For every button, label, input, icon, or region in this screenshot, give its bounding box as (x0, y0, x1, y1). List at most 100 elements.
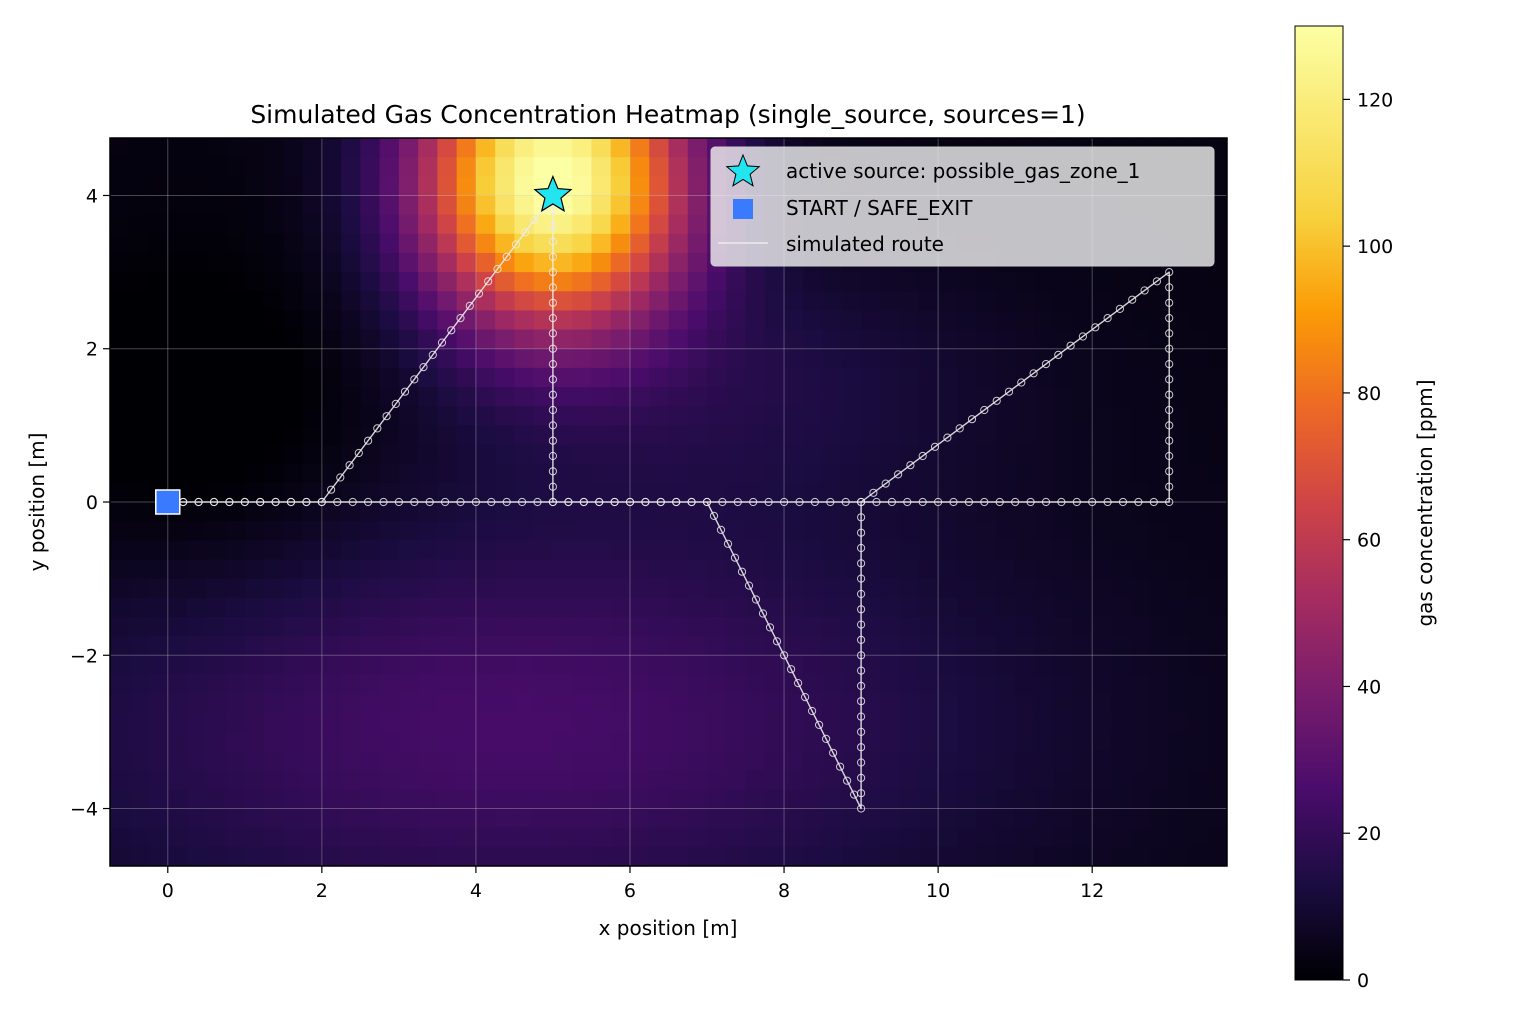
heat-cell (1150, 540, 1170, 560)
heat-cell (360, 138, 380, 158)
heat-cell (900, 694, 920, 714)
heat-cell (206, 406, 226, 426)
heat-cell (380, 272, 400, 292)
heat-cell (534, 674, 554, 694)
heat-cell (1092, 559, 1112, 579)
heat-cell (803, 387, 823, 407)
heat-cell (611, 751, 631, 771)
heat-cell (1034, 674, 1054, 694)
heat-cell (457, 770, 477, 790)
heat-cell (245, 694, 265, 714)
heat-cell (977, 521, 997, 541)
heat-cell (303, 847, 323, 867)
heat-cell (187, 215, 207, 235)
heat-cell (765, 770, 785, 790)
heat-cell (572, 406, 592, 426)
heat-cell (880, 713, 900, 733)
heat-cell (264, 789, 284, 809)
heat-cell (880, 579, 900, 599)
heat-cell (1015, 406, 1035, 426)
heat-cell (1073, 751, 1093, 771)
heat-cell (591, 253, 611, 273)
heat-cell (437, 770, 457, 790)
heat-cell (803, 789, 823, 809)
heat-cell (226, 694, 246, 714)
heat-cell (149, 770, 169, 790)
heat-cell (514, 138, 534, 158)
heat-cell (303, 425, 323, 445)
heat-cell (168, 713, 188, 733)
heat-cell (688, 234, 708, 254)
heat-cell (283, 713, 303, 733)
heat-cell (649, 368, 669, 388)
heat-cell (245, 464, 265, 484)
heat-cell (283, 215, 303, 235)
heat-cell (514, 809, 534, 829)
heat-cell (669, 809, 689, 829)
heat-cell (110, 272, 130, 292)
heat-cell (591, 828, 611, 848)
heat-cell (380, 368, 400, 388)
heat-cell (996, 751, 1016, 771)
heat-cell (707, 330, 727, 350)
heat-cell (534, 751, 554, 771)
heat-cell (283, 195, 303, 215)
heat-cell (418, 789, 438, 809)
heat-cell (900, 559, 920, 579)
heat-cell (399, 713, 419, 733)
heat-cell (129, 349, 149, 369)
heat-cell (245, 617, 265, 637)
heat-cell (110, 732, 130, 752)
heat-cell (399, 215, 419, 235)
heat-cell (649, 253, 669, 273)
heat-cell (149, 828, 169, 848)
heat-cell (110, 234, 130, 254)
heat-cell (360, 234, 380, 254)
heat-cell (303, 253, 323, 273)
heat-cell (283, 732, 303, 752)
heat-cell (149, 176, 169, 196)
heat-cell (226, 310, 246, 330)
heat-cell (996, 847, 1016, 867)
heat-cell (206, 751, 226, 771)
heat-cell (322, 291, 342, 311)
heat-cell (591, 636, 611, 656)
heat-cell (283, 138, 303, 158)
heat-cell (900, 425, 920, 445)
heat-cell (495, 636, 515, 656)
heat-cell (1208, 445, 1228, 465)
heat-cell (322, 445, 342, 465)
heat-cell (649, 521, 669, 541)
heat-cell (938, 655, 958, 675)
heat-cell (880, 310, 900, 330)
heat-cell (803, 713, 823, 733)
heat-cell (110, 368, 130, 388)
heat-cell (1092, 349, 1112, 369)
heat-cell (1188, 368, 1208, 388)
heat-cell (649, 617, 669, 637)
heat-cell (341, 483, 361, 503)
heat-cell (399, 559, 419, 579)
heat-cell (1169, 751, 1189, 771)
heat-cell (437, 464, 457, 484)
heat-cell (977, 598, 997, 618)
heat-cell (669, 195, 689, 215)
heat-cell (264, 368, 284, 388)
heat-cell (534, 713, 554, 733)
heat-cell (1054, 828, 1074, 848)
heat-cell (938, 713, 958, 733)
heat-cell (1073, 828, 1093, 848)
x-tick-label: 6 (624, 880, 636, 902)
heat-cell (322, 330, 342, 350)
heat-cell (649, 789, 669, 809)
heat-cell (322, 406, 342, 426)
heat-cell (437, 349, 457, 369)
heat-cell (957, 464, 977, 484)
heat-cell (861, 349, 881, 369)
heat-cell (168, 674, 188, 694)
colorbar-tick-label: 80 (1357, 383, 1381, 405)
heat-cell (611, 234, 631, 254)
heat-cell (707, 770, 727, 790)
heat-cell (669, 291, 689, 311)
legend: active source: possible_gas_zone_1 START… (711, 147, 1214, 266)
